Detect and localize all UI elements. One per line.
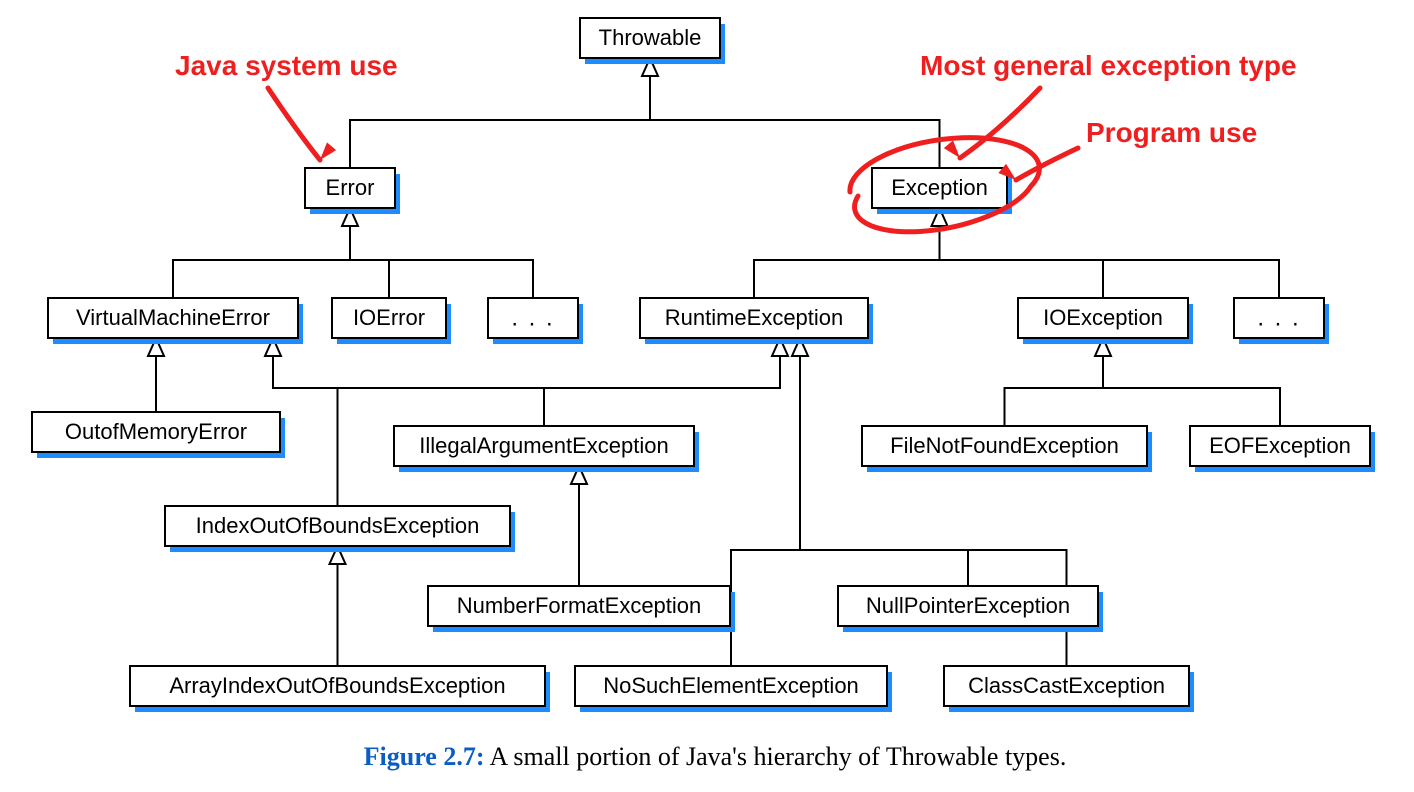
annotation-text-most_gen: Most general exception type [920,50,1297,81]
annotation-arrow [268,88,320,160]
node-label-error_ell: . . . [511,304,554,331]
annotation-arrow [960,88,1040,158]
node-label-ex_ell: . . . [1257,304,1300,331]
annotation-arrowhead [944,140,960,158]
node-label-throwable: Throwable [599,25,702,50]
annotation-text-prog_use: Program use [1086,117,1257,148]
node-label-ioerror: IOError [353,305,425,330]
node-label-runtimeex: RuntimeException [665,305,844,330]
annotation-arrow [1016,148,1078,180]
node-label-ioexception: IOException [1043,305,1163,330]
node-label-cce: ClassCastException [968,673,1165,698]
edges-layer [148,58,1280,666]
caption-text: A small portion of Java's hierarchy of T… [484,742,1066,771]
node-label-npe: NullPointerException [866,593,1070,618]
node-label-nfe: NumberFormatException [457,593,702,618]
node-label-exception: Exception [891,175,988,200]
node-label-aioob: ArrayIndexOutOfBoundsException [169,673,505,698]
annotation-text-java_sys: Java system use [175,50,398,81]
diagram-canvas: Throwable Error Exception VirtualMachineErr… [0,0,1414,792]
node-label-ioob: IndexOutOfBoundsException [196,513,480,538]
node-label-fnf: FileNotFoundException [890,433,1119,458]
node-label-oom: OutofMemoryError [65,419,247,444]
node-label-nse: NoSuchElementException [603,673,859,698]
annotation-arrowhead [320,142,336,160]
node-label-eof: EOFException [1209,433,1351,458]
caption-figure-number: Figure 2.7: [364,742,485,771]
figure-caption: Figure 2.7: A small portion of Java's hi… [364,742,1067,771]
node-label-illegalarg: IllegalArgumentException [419,433,668,458]
node-label-vmerror: VirtualMachineError [76,305,270,330]
node-label-error: Error [326,175,375,200]
